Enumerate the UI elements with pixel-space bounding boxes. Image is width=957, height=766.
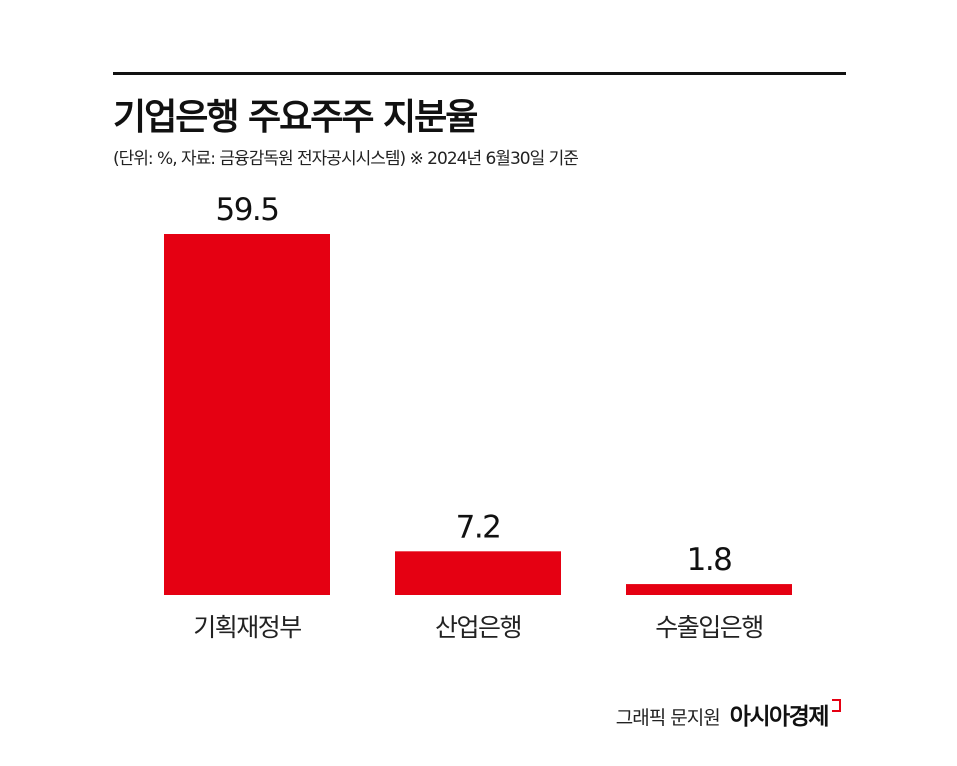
value-label-category-2: 7.2 bbox=[456, 509, 501, 545]
bar-category-3 bbox=[626, 584, 792, 595]
chart-title: 기업은행 주요주주 지분율 bbox=[113, 97, 478, 138]
brand-mark-icon bbox=[832, 699, 841, 712]
top-rule bbox=[113, 72, 846, 75]
credit-line: 그래픽 문지원 아시아경제 bbox=[616, 697, 841, 731]
category-label-category-2: 산업은행 bbox=[435, 613, 521, 642]
graphic-credit: 그래픽 문지원 bbox=[615, 707, 721, 729]
bar-category-2 bbox=[395, 551, 561, 595]
brand-logo: 아시아경제 bbox=[729, 704, 830, 730]
value-label-category-3: 1.8 bbox=[687, 542, 732, 578]
bar-category-1 bbox=[164, 234, 330, 595]
category-label-category-3: 수출입은행 bbox=[655, 613, 763, 642]
category-label-category-1: 기획재정부 bbox=[193, 613, 301, 642]
chart-subtitle: (단위: %, 자료: 금융감독원 전자공시시스템) ※ 2024년 6월30일… bbox=[113, 149, 579, 169]
value-label-category-1: 59.5 bbox=[215, 192, 278, 228]
